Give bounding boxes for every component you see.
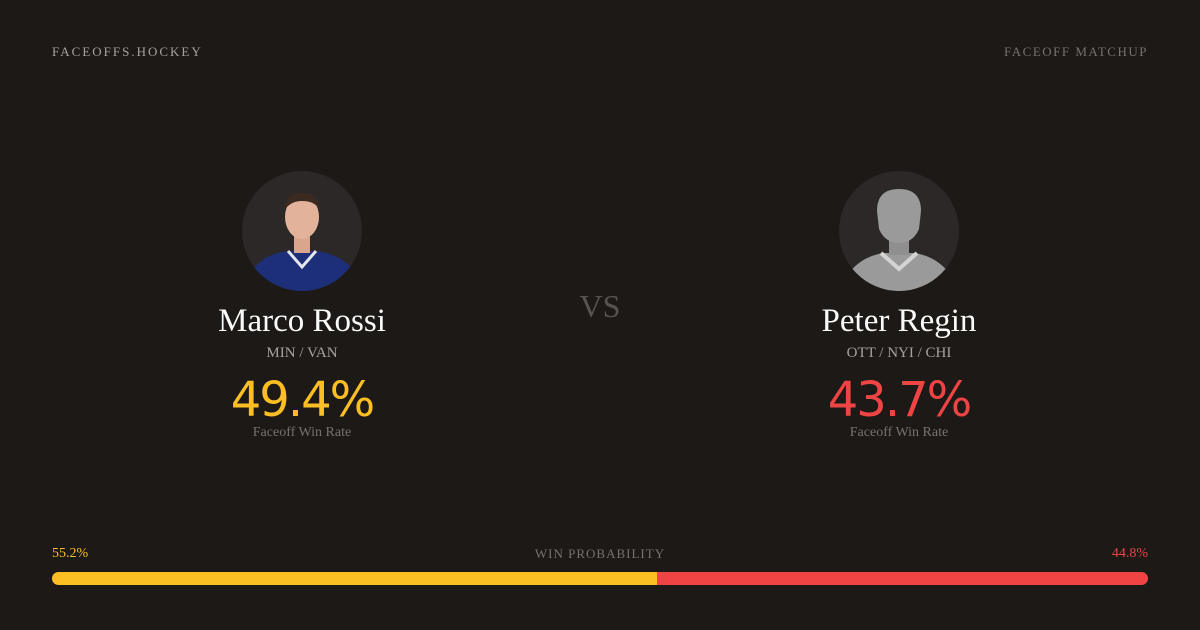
player-card-2: Peter Regin OTT / NYI / CHI 43.7% Faceof…: [719, 171, 1079, 441]
player-name: Peter Regin: [821, 303, 977, 339]
silhouette-icon: [849, 189, 949, 291]
win-probability-bar: [52, 572, 1148, 585]
player-name: Marco Rossi: [218, 303, 386, 339]
player2-probability-segment: [656, 572, 1148, 585]
player-teams: OTT / NYI / CHI: [846, 345, 952, 361]
player-teams: MIN / VAN: [266, 345, 338, 361]
win-probability-title: WIN PROBABILITY: [534, 546, 666, 561]
page-tag: FACEOFF MATCHUP: [1004, 44, 1148, 59]
player-card-1: Marco Rossi MIN / VAN 49.4% Faceoff Win …: [122, 171, 482, 441]
player-photo-icon: [252, 192, 354, 291]
vs-label: VS: [579, 288, 621, 324]
player1-probability: 55.2%: [52, 546, 89, 561]
win-rate-label: Faceoff Win Rate: [849, 425, 949, 440]
win-rate-label: Faceoff Win Rate: [252, 425, 352, 440]
faceoff-win-rate: 49.4%: [230, 372, 375, 428]
avatar: [839, 171, 959, 291]
faceoff-win-rate: 43.7%: [827, 372, 972, 428]
player2-probability: 44.8%: [1111, 546, 1148, 561]
brand-logo-text: FACEOFFS.HOCKEY: [52, 44, 203, 59]
player1-probability-segment: [52, 572, 657, 585]
avatar: [242, 171, 362, 291]
